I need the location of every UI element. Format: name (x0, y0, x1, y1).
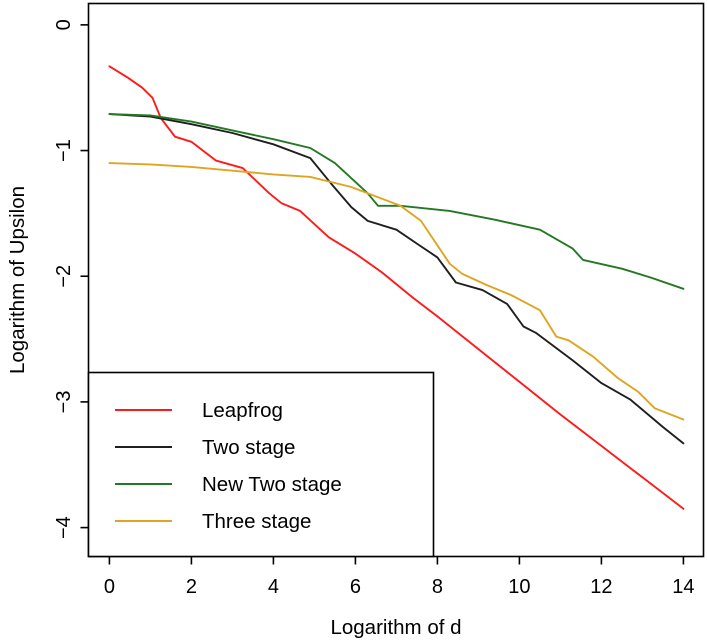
series-line-new-two-stage (108, 113, 685, 290)
legend-label: New Two stage (202, 473, 342, 496)
series-line-two-stage (108, 113, 685, 445)
legend-label: Two stage (202, 436, 295, 459)
series-line-three-stage (108, 162, 685, 421)
y-axis-ticks: 0 −1 −2 −3 −4 (53, 19, 89, 539)
x-axis-ticks: 0 2 4 6 8 10 12 14 (104, 556, 695, 598)
legend-label: Three stage (202, 510, 311, 533)
series-lines (108, 65, 685, 510)
x-tick-label: 6 (350, 576, 361, 598)
y-axis-title: Logarithm of Upsilon (6, 186, 29, 374)
x-tick-label: 8 (432, 576, 443, 598)
legend-label: Leapfrog (202, 399, 283, 422)
x-tick-label: 14 (672, 576, 694, 598)
x-tick-label: 0 (104, 576, 115, 598)
y-tick-label: 0 (53, 19, 75, 30)
x-tick-label: 12 (590, 576, 612, 598)
legend: Leapfrog Two stage New Two stage Three stag… (87, 371, 435, 558)
series-line-leapfrog (108, 65, 685, 510)
y-tick-label: −1 (53, 139, 75, 162)
y-tick-label: −2 (53, 265, 75, 288)
x-tick-label: 10 (508, 576, 530, 598)
x-tick-label: 4 (268, 576, 279, 598)
legend-box (87, 371, 435, 558)
x-tick-label: 2 (186, 576, 197, 598)
x-axis-title: Logarithm of d (330, 616, 461, 639)
y-tick-label: −3 (53, 391, 75, 414)
y-tick-label: −4 (53, 516, 75, 539)
